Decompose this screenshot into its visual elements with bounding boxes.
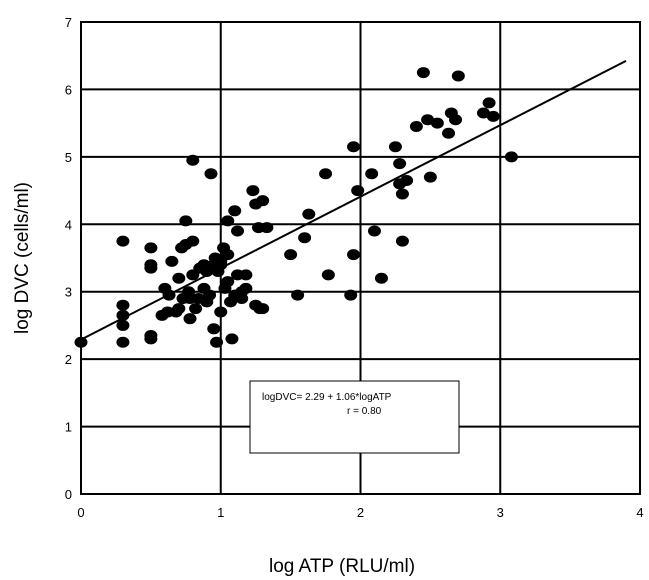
data-point (395, 188, 409, 200)
data-point (116, 319, 130, 331)
data-point (246, 185, 260, 197)
data-point (165, 255, 179, 267)
data-point (347, 141, 361, 153)
data-point (228, 205, 242, 217)
x-axis-title: log ATP (RLU/ml) (269, 556, 415, 577)
x-tick-label: 0 (77, 505, 84, 520)
data-points (74, 67, 518, 348)
equation-box-frame (249, 380, 460, 454)
equation-text: logDVC= 2.29 + 1.06*logATP (262, 392, 392, 403)
y-tick-label: 7 (65, 15, 72, 30)
data-point (172, 272, 186, 284)
data-point (486, 110, 500, 122)
data-point (374, 272, 388, 284)
data-point (442, 127, 456, 139)
data-point (400, 174, 414, 186)
x-tick-labels: 0 1 2 3 4 (77, 505, 643, 520)
data-point (256, 303, 270, 315)
y-tick-labels: 0 1 2 3 4 5 6 7 (65, 15, 72, 502)
equation-box: logDVC= 2.29 + 1.06*logATP r = 0.80 (249, 380, 460, 454)
correlation-text: r = 0.80 (347, 406, 382, 417)
data-point (388, 141, 402, 153)
y-tick-label: 5 (65, 150, 72, 165)
y-axis-title: log DVC (cells/ml) (12, 182, 33, 334)
data-point (221, 215, 235, 227)
x-tick-label: 4 (636, 505, 643, 520)
y-tick-label: 2 (65, 352, 72, 367)
data-point (144, 330, 158, 342)
data-point (351, 185, 365, 197)
data-point (172, 303, 186, 315)
x-tick-label: 1 (217, 505, 224, 520)
data-point (179, 215, 193, 227)
x-tick-label: 2 (357, 505, 364, 520)
data-point (207, 323, 221, 335)
data-point (204, 168, 218, 180)
data-point (116, 299, 130, 311)
x-tick-label: 3 (497, 505, 504, 520)
data-point (225, 333, 239, 345)
data-point (423, 171, 437, 183)
data-point (231, 225, 245, 237)
data-point (256, 195, 270, 207)
y-tick-label: 4 (65, 217, 72, 232)
data-point (482, 97, 496, 109)
data-point (116, 235, 130, 247)
data-point (144, 259, 158, 271)
plot-border (80, 21, 641, 495)
data-point (409, 121, 423, 133)
data-point (291, 289, 305, 301)
data-point (430, 117, 444, 129)
data-point (189, 303, 203, 315)
data-point (421, 114, 435, 126)
data-point (344, 289, 358, 301)
data-point (365, 168, 379, 180)
y-tick-label: 1 (65, 420, 72, 435)
y-tick-label: 6 (65, 82, 72, 97)
data-point (260, 222, 274, 234)
data-point (449, 114, 463, 126)
data-point (183, 313, 197, 325)
data-point (214, 306, 228, 318)
data-point (186, 154, 200, 166)
data-point (210, 336, 224, 348)
data-point (367, 225, 381, 237)
data-point (416, 67, 430, 79)
y-tick-label: 0 (65, 487, 72, 502)
data-point (221, 249, 235, 261)
data-point (476, 107, 490, 119)
y-tick-label: 3 (65, 285, 72, 300)
data-point (116, 309, 130, 321)
data-point (319, 168, 333, 180)
data-point (203, 289, 217, 301)
data-point (221, 276, 235, 288)
data-point (284, 249, 298, 261)
data-point (116, 336, 130, 348)
data-point (321, 269, 335, 281)
data-point (393, 158, 407, 170)
data-point (239, 282, 253, 294)
data-point (451, 70, 465, 82)
data-point (144, 242, 158, 254)
data-point (395, 235, 409, 247)
data-point (298, 232, 312, 244)
data-point (347, 249, 361, 261)
regression-line (80, 59, 627, 341)
data-point (302, 208, 316, 220)
data-point (504, 151, 518, 163)
data-point (239, 269, 253, 281)
data-point (186, 235, 200, 247)
